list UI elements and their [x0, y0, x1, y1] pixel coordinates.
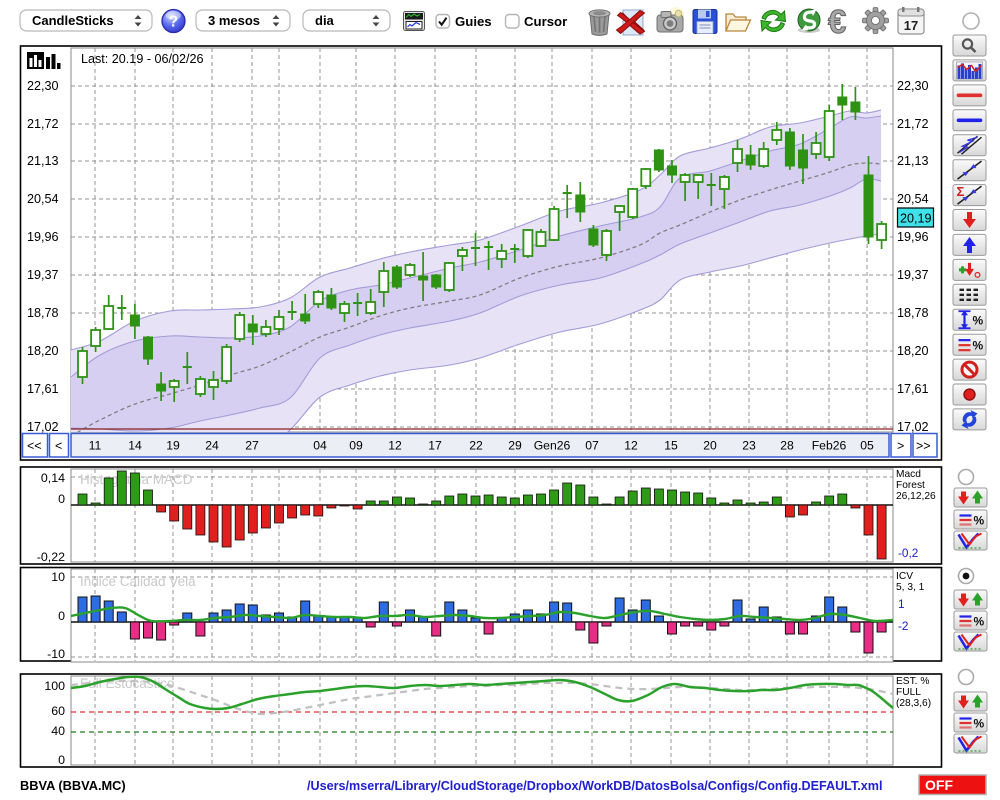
svg-text:18,78: 18,78: [27, 306, 59, 320]
svg-text:15: 15: [664, 439, 678, 453]
svg-text:Σ: Σ: [957, 184, 965, 199]
svg-text:OFF: OFF: [925, 777, 953, 793]
svg-text:23: 23: [742, 439, 756, 453]
svg-text:09: 09: [349, 439, 363, 453]
svg-text:100: 100: [44, 679, 65, 693]
svg-text:Gen26: Gen26: [534, 439, 571, 453]
svg-text:Forest: Forest: [896, 480, 925, 491]
svg-text:dia: dia: [315, 13, 335, 28]
svg-text:12: 12: [388, 439, 402, 453]
svg-text:07: 07: [585, 439, 599, 453]
svg-text:>: >: [897, 439, 904, 453]
svg-text:20,54: 20,54: [897, 192, 929, 206]
svg-text:€: €: [828, 3, 846, 40]
svg-text:17,61: 17,61: [897, 382, 929, 396]
svg-text:04: 04: [313, 439, 327, 453]
svg-text:19,37: 19,37: [27, 268, 59, 282]
svg-text:Cursor: Cursor: [524, 14, 567, 29]
svg-text:1: 1: [898, 597, 905, 611]
svg-text:17,02: 17,02: [27, 420, 59, 434]
svg-text:22: 22: [469, 439, 483, 453]
svg-text:21,13: 21,13: [897, 154, 929, 168]
svg-text:10: 10: [51, 570, 65, 584]
svg-text:17: 17: [428, 439, 442, 453]
svg-text:18,20: 18,20: [27, 344, 59, 358]
svg-text:05: 05: [860, 439, 874, 453]
svg-text:%: %: [974, 615, 985, 629]
svg-text:CandleSticks: CandleSticks: [32, 13, 114, 28]
svg-text:FULL: FULL: [896, 687, 921, 698]
svg-text:28: 28: [780, 439, 794, 453]
svg-text:-0,22: -0,22: [37, 550, 65, 564]
svg-text:40: 40: [51, 724, 65, 738]
svg-text:17: 17: [904, 18, 918, 33]
svg-text:19,37: 19,37: [897, 268, 929, 282]
svg-text:24: 24: [205, 439, 219, 453]
svg-text:BBVA (BBVA.MC): BBVA (BBVA.MC): [20, 778, 126, 793]
svg-text:20,19: 20,19: [900, 212, 932, 226]
svg-text:EST. %: EST. %: [896, 676, 929, 687]
svg-text:Guies: Guies: [455, 14, 492, 29]
svg-text:Feb26: Feb26: [812, 439, 847, 453]
svg-text:21,72: 21,72: [27, 117, 59, 131]
svg-text:12: 12: [624, 439, 638, 453]
svg-text:17,61: 17,61: [27, 382, 59, 396]
svg-text:27: 27: [245, 439, 259, 453]
svg-text:<: <: [55, 439, 62, 453]
svg-text:14: 14: [128, 439, 142, 453]
svg-text:/Users/mserra/Library/CloudSto: /Users/mserra/Library/CloudStorage/Dropb…: [307, 779, 882, 793]
svg-text:22,30: 22,30: [897, 79, 929, 93]
svg-text:ICV: ICV: [896, 571, 913, 582]
svg-text:18,78: 18,78: [897, 306, 929, 320]
svg-text:%: %: [974, 514, 985, 528]
svg-text:(28,3,6): (28,3,6): [896, 698, 931, 709]
svg-text:>>: >>: [916, 439, 931, 453]
svg-text:29: 29: [508, 439, 522, 453]
svg-text:5, 3, 1: 5, 3, 1: [896, 582, 925, 593]
svg-text:19,96: 19,96: [27, 230, 59, 244]
svg-text:-10: -10: [47, 647, 65, 661]
svg-text:<<: <<: [27, 439, 42, 453]
svg-text:20,54: 20,54: [27, 192, 59, 206]
svg-text:17,02: 17,02: [897, 420, 929, 434]
svg-text:%: %: [973, 314, 984, 328]
svg-text:22,30: 22,30: [27, 79, 59, 93]
svg-text:19: 19: [166, 439, 180, 453]
svg-text:60: 60: [51, 704, 65, 718]
svg-text:%: %: [974, 717, 985, 731]
svg-text:-0,2: -0,2: [898, 546, 918, 560]
svg-text:21,13: 21,13: [27, 154, 59, 168]
svg-text:0,14: 0,14: [41, 471, 65, 485]
svg-text:3 mesos: 3 mesos: [208, 13, 260, 28]
svg-text:19,96: 19,96: [897, 230, 929, 244]
svg-text:20: 20: [703, 439, 717, 453]
svg-text:Macd: Macd: [896, 469, 921, 480]
svg-text:%: %: [973, 339, 984, 353]
svg-text:11: 11: [89, 439, 102, 453]
svg-text:21,72: 21,72: [897, 117, 929, 131]
svg-text:0: 0: [58, 609, 65, 623]
svg-text:Last: 20.19 - 06/02/26: Last: 20.19 - 06/02/26: [81, 52, 204, 66]
svg-text:Indice Calidad Vela: Indice Calidad Vela: [80, 574, 196, 589]
svg-text:26,12,26: 26,12,26: [896, 491, 936, 502]
svg-text:0: 0: [58, 753, 65, 767]
svg-text:?: ?: [169, 14, 178, 31]
svg-text:0: 0: [58, 492, 65, 506]
svg-text:18,20: 18,20: [897, 344, 929, 358]
svg-text:-2: -2: [898, 619, 909, 633]
